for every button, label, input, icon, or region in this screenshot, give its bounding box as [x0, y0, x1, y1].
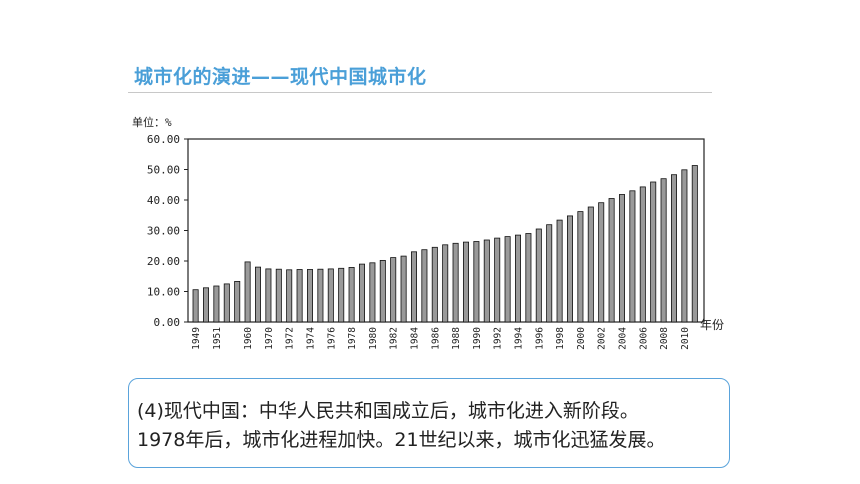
bar-1992 [494, 237, 501, 323]
bar-1979 [358, 263, 365, 323]
bar-1974 [306, 269, 313, 323]
bar-1993 [504, 236, 511, 323]
bar-1980 [369, 262, 376, 323]
bar-1978 [348, 266, 355, 323]
x-tick-label: 2002 [597, 327, 608, 350]
bar-1953 [234, 280, 241, 323]
x-tick-label: 1986 [430, 327, 441, 350]
bar-1998 [556, 219, 563, 323]
bar-1990 [473, 241, 480, 323]
x-tick-label: 1982 [389, 327, 400, 350]
bar-1949 [192, 289, 199, 323]
caption-line-2: 1978年后，城市化进程加快。21世纪以来，城市化迅猛发展。 [137, 429, 666, 451]
x-tick-label: 2010 [680, 327, 691, 350]
x-tick-label: 2008 [659, 327, 670, 350]
bar-1976 [327, 268, 334, 323]
bar-1981 [379, 259, 386, 323]
x-tick-label: 1976 [326, 327, 337, 350]
bar-1951 [213, 285, 220, 323]
bar-1950 [203, 287, 210, 323]
bar-2002 [598, 202, 605, 323]
bar-1970 [265, 268, 272, 323]
page-title: 城市化的演进——现代中国城市化 [134, 66, 427, 88]
x-tick-label: 1949 [191, 327, 202, 350]
x-tick-label: 1960 [243, 327, 254, 350]
bar-2001 [587, 206, 594, 323]
bar-2004 [618, 194, 625, 323]
caption-box: (4)现代中国：中华人民共和国成立后，城市化进入新阶段。 1978年后，城市化进… [128, 378, 730, 468]
bar-1996 [535, 228, 542, 323]
x-tick-label: 1994 [514, 327, 525, 350]
x-tick-label: 1990 [472, 327, 483, 350]
bar-2000 [577, 211, 584, 323]
y-tick-label: 30.00 [147, 225, 180, 238]
bar-1988 [452, 242, 459, 323]
x-tick-label: 1970 [264, 327, 275, 350]
y-tick-label: 60.00 [147, 133, 180, 146]
y-tick-label: 50.00 [147, 164, 180, 177]
bar-1986 [431, 246, 438, 323]
bar-2006 [639, 186, 646, 323]
y-tick-label: 40.00 [147, 194, 180, 207]
bar-1999 [566, 215, 573, 323]
x-tick-label: 1978 [347, 327, 358, 350]
bar-1991 [483, 239, 490, 323]
x-tick-label: 1972 [285, 327, 296, 350]
y-tick-label: 10.00 [147, 286, 180, 299]
bar-1987 [442, 244, 449, 323]
x-tick-label: 1992 [493, 327, 504, 350]
bar-1984 [410, 251, 417, 323]
bar-2008 [660, 178, 667, 323]
bar-1971 [275, 268, 282, 323]
y-tick-label: 0.00 [154, 316, 181, 329]
y-tick-label: 20.00 [147, 255, 180, 268]
x-tick-label: 1980 [368, 327, 379, 350]
x-tick-label: 2004 [618, 327, 629, 350]
urbanization-bar-chart: 单位：% 0.0010.0020.0030.0040.0050.0060.00 … [132, 115, 724, 350]
bar-1994 [514, 234, 521, 323]
y-unit-label: 单位：% [132, 115, 172, 129]
x-axis-title: 年份 [700, 318, 724, 332]
bar-1965 [255, 266, 262, 323]
bar-1972 [286, 269, 293, 323]
caption-line-1: (4)现代中国：中华人民共和国成立后，城市化进入新阶段。 [137, 400, 639, 422]
bar-2005 [629, 190, 636, 323]
bar-1997 [546, 224, 553, 323]
bar-1982 [390, 257, 397, 323]
bar-2011 [691, 165, 698, 323]
x-tick-label: 1998 [555, 327, 566, 350]
x-tick-label: 1951 [212, 327, 223, 350]
bar-1983 [400, 255, 407, 323]
x-tick-label: 2000 [576, 327, 587, 350]
x-tick-label: 1974 [306, 327, 317, 350]
bar-1973 [296, 269, 303, 323]
x-tick-label: 2006 [638, 327, 649, 350]
bar-2007 [650, 181, 657, 323]
bar-2003 [608, 198, 615, 323]
bar-1952 [223, 283, 230, 323]
bar-1995 [525, 233, 532, 323]
bar-1985 [421, 249, 428, 323]
bar-2009 [671, 174, 678, 323]
bar-1989 [462, 241, 469, 323]
x-tick-label: 1984 [410, 327, 421, 350]
x-tick-label: 1988 [451, 327, 462, 350]
bar-1960 [244, 261, 251, 323]
title-divider [128, 92, 712, 93]
bar-2010 [681, 169, 688, 323]
x-tick-label: 1996 [534, 327, 545, 350]
bar-1977 [338, 267, 345, 323]
bar-1975 [317, 268, 324, 323]
